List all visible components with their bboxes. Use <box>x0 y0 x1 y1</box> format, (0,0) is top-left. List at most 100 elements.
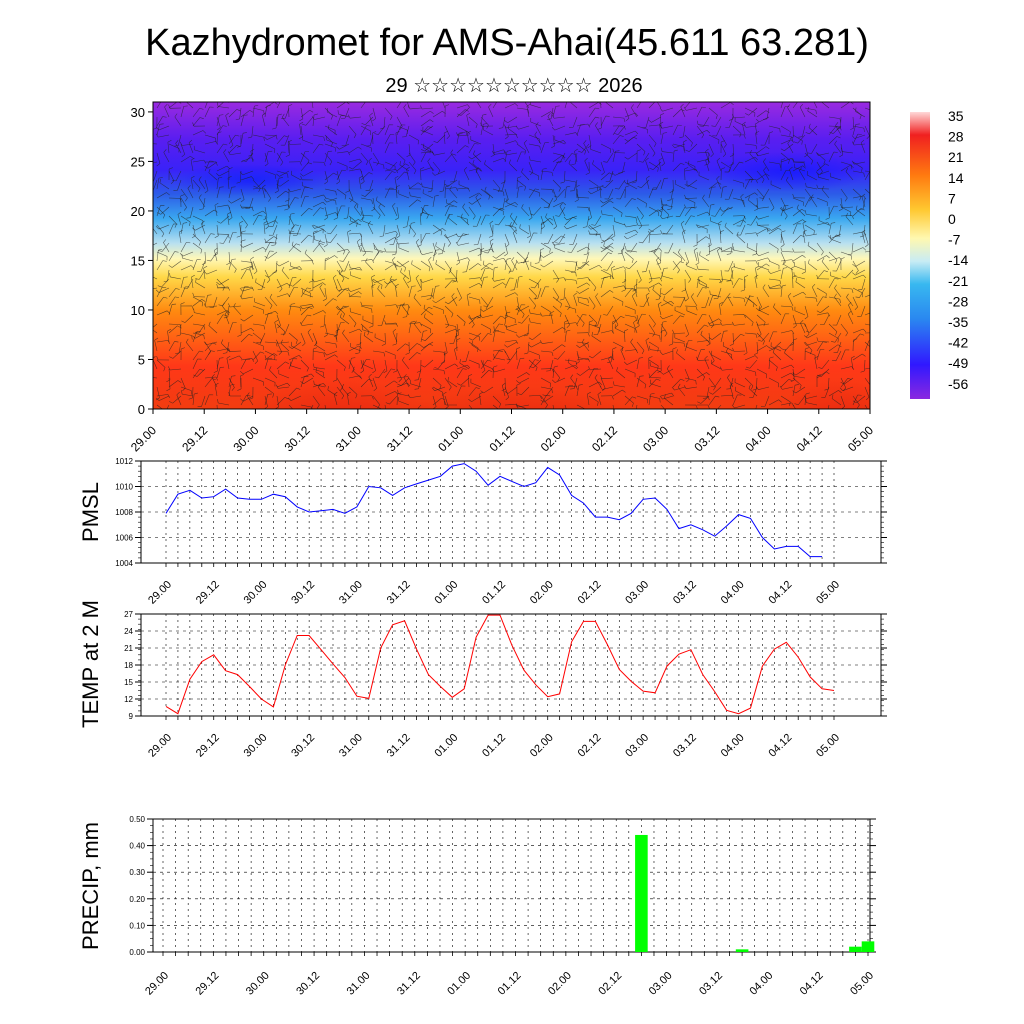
wind-barb-feather <box>444 401 447 406</box>
wind-barb <box>756 368 767 375</box>
wind-barb <box>201 223 206 235</box>
wind-barb-feather <box>203 159 207 164</box>
wind-barb-feather <box>219 357 224 359</box>
wind-barb <box>672 143 684 147</box>
wind-barb-feather <box>275 384 279 389</box>
wind-barb <box>670 188 674 200</box>
wind-barb-feather <box>672 329 675 334</box>
wind-barb-feather <box>180 302 185 305</box>
wind-barb <box>518 260 530 264</box>
wind-barb <box>344 107 350 119</box>
wind-barb-feather <box>550 310 555 314</box>
wind-barb-feather <box>803 232 807 237</box>
wind-barb-feather <box>162 116 167 118</box>
x-tick-label: 04.00 <box>719 732 747 760</box>
wind-barb <box>468 296 480 301</box>
wind-barb <box>418 377 422 389</box>
wind-barb <box>864 377 870 386</box>
wind-barb-feather <box>359 158 363 163</box>
wind-barb <box>624 395 634 404</box>
wind-barb-feather <box>607 361 612 363</box>
wind-barb <box>504 134 516 136</box>
wind-barb-feather <box>650 392 655 395</box>
wind-barb <box>339 143 350 150</box>
wind-barb-feather <box>287 397 292 401</box>
wind-barb-feather <box>755 321 759 326</box>
wind-barb-feather <box>190 157 195 161</box>
wind-barb-feather <box>755 232 759 237</box>
wind-barb-feather <box>396 240 399 245</box>
wind-barb <box>809 125 818 135</box>
wind-barb-feather <box>451 293 455 297</box>
wind-barb-feather <box>755 215 759 220</box>
wind-barb <box>552 106 557 118</box>
wind-barb-feather <box>472 159 475 164</box>
wind-barb-feather <box>680 162 685 165</box>
wind-barb-feather <box>265 275 269 278</box>
wind-barb <box>420 152 427 163</box>
wind-barb-feather <box>333 274 337 278</box>
wind-barb-feather <box>262 112 266 116</box>
wind-barb-feather <box>516 383 521 386</box>
wind-barb <box>768 242 779 250</box>
wind-barb <box>418 368 422 380</box>
wind-barb-feather <box>554 365 559 368</box>
wind-barb <box>583 143 590 154</box>
wind-barb <box>228 134 234 146</box>
wind-barb <box>192 394 195 406</box>
wind-barb-feather <box>395 169 399 174</box>
wind-barb-feather <box>788 159 790 164</box>
wind-barb-feather <box>838 208 843 212</box>
wind-barb-feather <box>345 190 350 193</box>
wind-barb <box>480 262 490 271</box>
wind-barb <box>758 206 770 209</box>
wind-barb-feather <box>234 269 237 273</box>
wind-barb-feather <box>457 383 461 386</box>
wind-barb-feather <box>781 230 786 233</box>
x-tick-label: 04.00 <box>743 423 774 454</box>
wind-barb-feather <box>594 374 598 378</box>
wind-barb <box>191 277 194 289</box>
wind-barb-feather <box>514 292 519 296</box>
wind-barb <box>804 305 809 317</box>
wind-barb-feather <box>444 131 448 134</box>
wind-barb <box>504 103 516 109</box>
wind-barb-feather <box>408 105 411 110</box>
wind-barb-feather <box>435 249 440 251</box>
wind-barb <box>168 323 180 325</box>
wind-barb <box>480 268 486 280</box>
wind-barb <box>180 188 188 199</box>
wind-barb-feather <box>559 203 563 207</box>
wind-barb <box>663 299 674 307</box>
x-tick-label: 03.00 <box>623 579 651 607</box>
wind-barb-feather <box>831 394 834 399</box>
wind-barb <box>242 242 254 248</box>
wind-barb <box>648 277 660 280</box>
wind-barb <box>616 370 626 379</box>
wind-barb <box>852 274 864 280</box>
wind-barb-feather <box>335 287 339 291</box>
wind-barb <box>780 268 784 280</box>
wind-barb <box>326 197 338 203</box>
wind-barb <box>613 152 626 154</box>
wind-barb <box>809 323 818 333</box>
wind-barb-feather <box>695 262 700 266</box>
wind-barb <box>504 350 511 361</box>
wind-barb <box>204 233 211 244</box>
wind-barb <box>528 188 540 193</box>
wind-barb-feather <box>459 359 461 364</box>
wind-barb <box>734 323 746 326</box>
wind-barb <box>540 223 542 235</box>
wind-barb <box>664 397 674 406</box>
wind-barb-feather <box>420 105 423 110</box>
wind-barb <box>830 233 842 239</box>
wind-barb <box>663 368 674 375</box>
wind-barb <box>264 151 269 163</box>
wind-barb <box>672 315 681 325</box>
wind-barb-feather <box>440 231 443 236</box>
wind-barb <box>656 259 662 271</box>
wind-barb <box>288 355 300 361</box>
wind-barb <box>799 170 806 181</box>
wind-barb <box>504 233 510 245</box>
wind-barb <box>828 151 834 163</box>
